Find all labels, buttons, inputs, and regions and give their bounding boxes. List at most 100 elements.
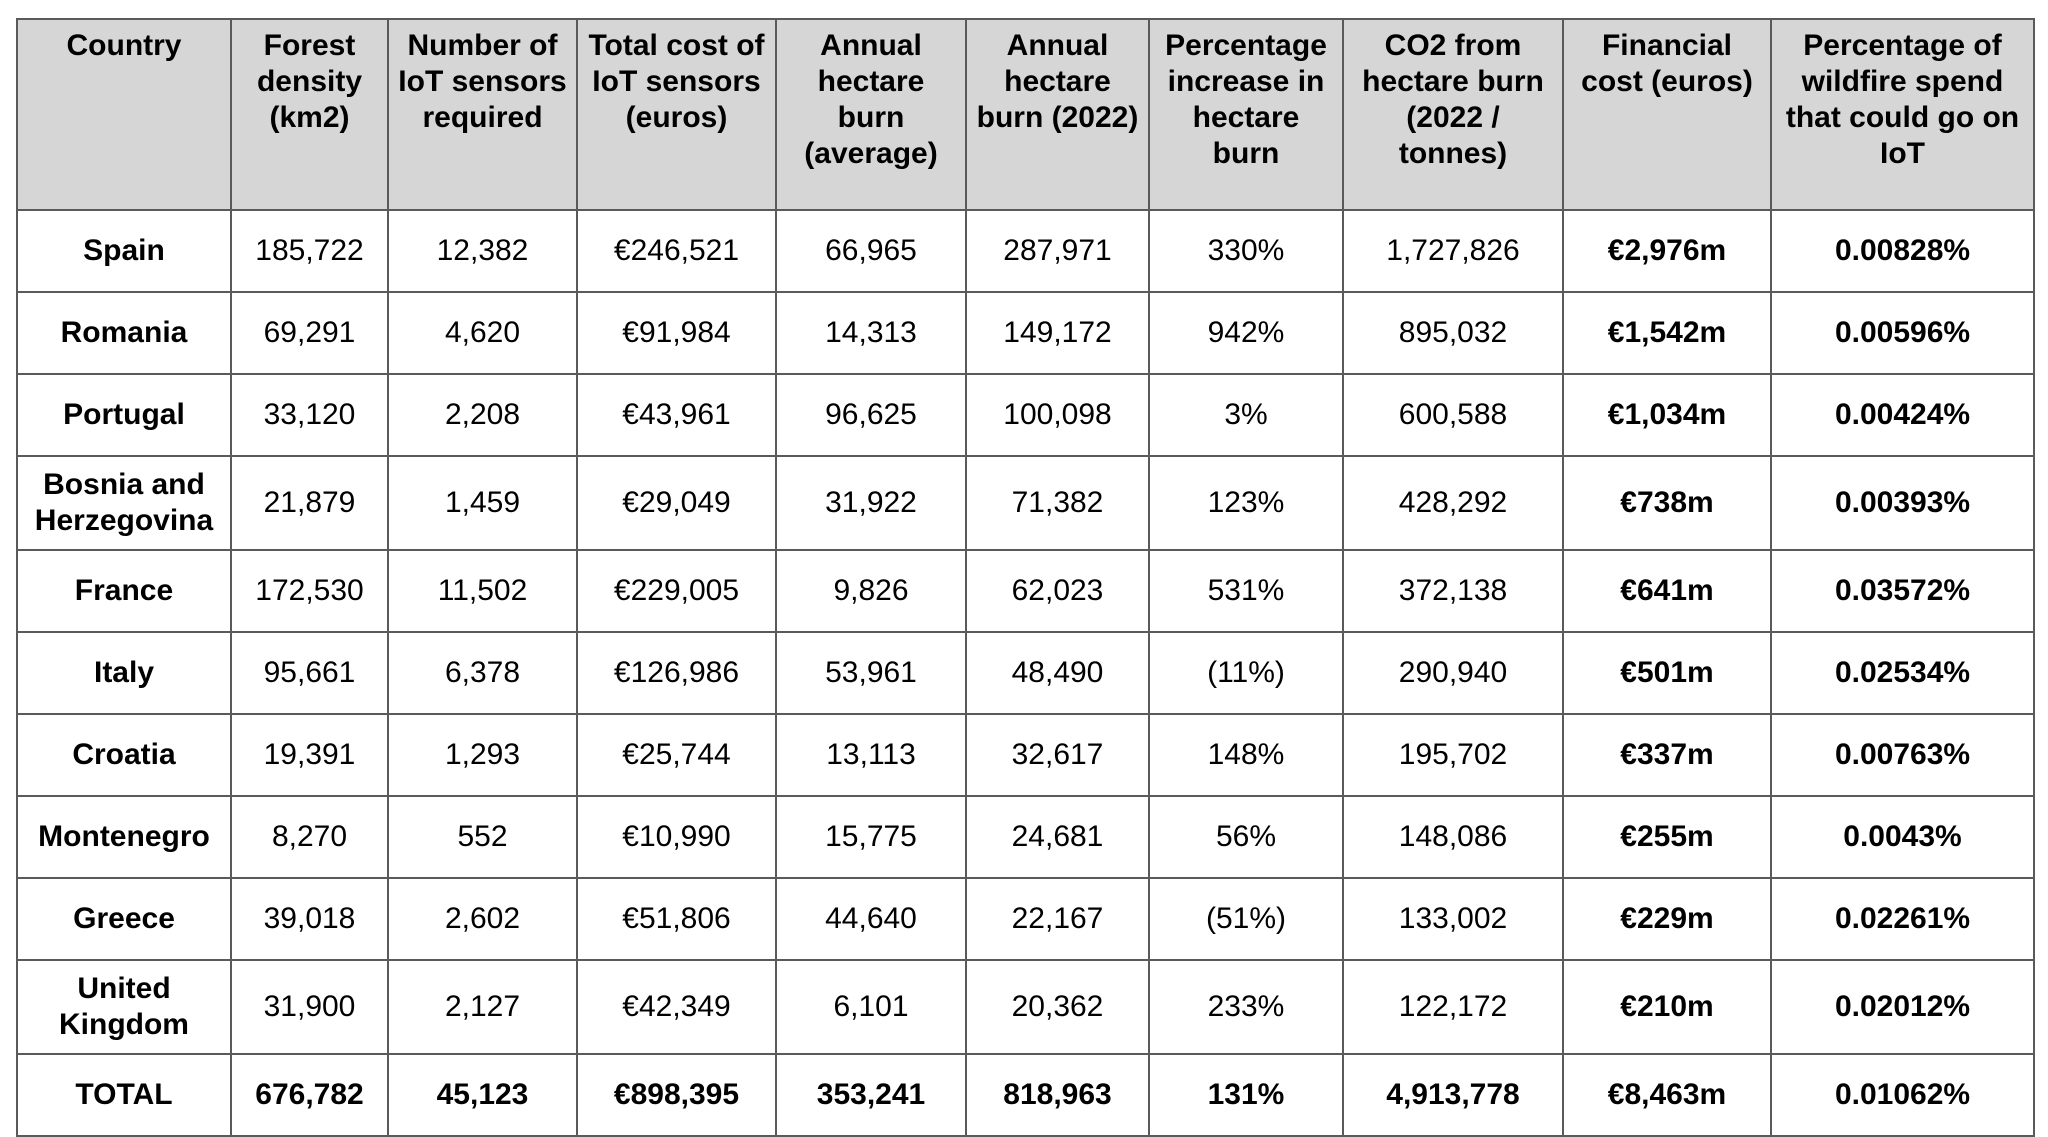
country-cell: Romania: [16, 291, 232, 375]
value-cell: 0.00763%: [1770, 713, 2035, 797]
value-cell: €91,984: [576, 291, 777, 375]
value-cell: 48,490: [965, 631, 1150, 715]
country-cell: Greece: [16, 877, 232, 961]
value-cell: 1,293: [387, 713, 578, 797]
value-cell: 0.02261%: [1770, 877, 2035, 961]
value-cell: 13,113: [775, 713, 967, 797]
table-row: Spain 185,722 12,382 €246,521 66,965 287,971 3…: [16, 209, 2035, 293]
value-cell: 148%: [1148, 713, 1344, 797]
column-header: CO2 from hectare burn (2022 / tonnes): [1342, 18, 1564, 211]
value-cell: 1,459: [387, 455, 578, 551]
value-cell: 287,971: [965, 209, 1150, 293]
country-cell: Portugal: [16, 373, 232, 457]
value-cell: €229,005: [576, 549, 777, 633]
value-cell: 330%: [1148, 209, 1344, 293]
country-cell: Croatia: [16, 713, 232, 797]
value-cell: €29,049: [576, 455, 777, 551]
value-cell: €1,034m: [1562, 373, 1772, 457]
value-cell: 31,900: [230, 959, 389, 1055]
header-row: Country Forest density (km2) Number of IoT…: [16, 18, 2035, 211]
value-cell: 552: [387, 795, 578, 879]
value-cell: €501m: [1562, 631, 1772, 715]
value-cell: 290,940: [1342, 631, 1564, 715]
value-cell: 20,362: [965, 959, 1150, 1055]
value-cell: 11,502: [387, 549, 578, 633]
value-cell: €738m: [1562, 455, 1772, 551]
value-cell: 372,138: [1342, 549, 1564, 633]
value-cell: 2,208: [387, 373, 578, 457]
value-cell: 353,241: [775, 1053, 967, 1137]
value-cell: 32,617: [965, 713, 1150, 797]
value-cell: 2,602: [387, 877, 578, 961]
value-cell: 195,702: [1342, 713, 1564, 797]
table-row: United Kingdom 31,900 2,127 €42,349 6,101 20,…: [16, 959, 2035, 1055]
data-table: Country Forest density (km2) Number of IoT…: [16, 18, 2035, 1137]
value-cell: 185,722: [230, 209, 389, 293]
value-cell: 0.02012%: [1770, 959, 2035, 1055]
value-cell: 12,382: [387, 209, 578, 293]
value-cell: 133,002: [1342, 877, 1564, 961]
value-cell: 22,167: [965, 877, 1150, 961]
value-cell: 44,640: [775, 877, 967, 961]
value-cell: 8,270: [230, 795, 389, 879]
column-header: Total cost of IoT sensors (euros): [576, 18, 777, 211]
value-cell: 14,313: [775, 291, 967, 375]
table-row: Romania 69,291 4,620 €91,984 14,313 149,172 94…: [16, 291, 2035, 375]
column-header: Annual hectare burn (2022): [965, 18, 1150, 211]
value-cell: 33,120: [230, 373, 389, 457]
value-cell: €641m: [1562, 549, 1772, 633]
column-header: Percentage increase in hectare burn: [1148, 18, 1344, 211]
value-cell: 24,681: [965, 795, 1150, 879]
value-cell: 1,727,826: [1342, 209, 1564, 293]
value-cell: 45,123: [387, 1053, 578, 1137]
value-cell: 0.0043%: [1770, 795, 2035, 879]
value-cell: 3%: [1148, 373, 1344, 457]
value-cell: 95,661: [230, 631, 389, 715]
country-cell: United Kingdom: [16, 959, 232, 1055]
total-row: TOTAL 676,782 45,123 €898,395 353,241 818,963…: [16, 1053, 2035, 1137]
country-cell: France: [16, 549, 232, 633]
value-cell: 676,782: [230, 1053, 389, 1137]
country-cell: Montenegro: [16, 795, 232, 879]
value-cell: 19,391: [230, 713, 389, 797]
value-cell: 6,378: [387, 631, 578, 715]
value-cell: €246,521: [576, 209, 777, 293]
value-cell: 21,879: [230, 455, 389, 551]
value-cell: 0.01062%: [1770, 1053, 2035, 1137]
value-cell: 0.02534%: [1770, 631, 2035, 715]
value-cell: 428,292: [1342, 455, 1564, 551]
value-cell: €51,806: [576, 877, 777, 961]
value-cell: €229m: [1562, 877, 1772, 961]
value-cell: 895,032: [1342, 291, 1564, 375]
table-row: France 172,530 11,502 €229,005 9,826 62,023 53…: [16, 549, 2035, 633]
value-cell: 6,101: [775, 959, 967, 1055]
value-cell: 4,620: [387, 291, 578, 375]
column-header: Number of IoT sensors required: [387, 18, 578, 211]
value-cell: 62,023: [965, 549, 1150, 633]
value-cell: 56%: [1148, 795, 1344, 879]
table-body: Spain 185,722 12,382 €246,521 66,965 287,971 3…: [16, 209, 2035, 1137]
table-row: Montenegro 8,270 552 €10,990 15,775 24,681 56%…: [16, 795, 2035, 879]
value-cell: €126,986: [576, 631, 777, 715]
value-cell: 0.00393%: [1770, 455, 2035, 551]
value-cell: 31,922: [775, 455, 967, 551]
value-cell: 600,588: [1342, 373, 1564, 457]
value-cell: 172,530: [230, 549, 389, 633]
country-cell: Italy: [16, 631, 232, 715]
value-cell: 69,291: [230, 291, 389, 375]
value-cell: 818,963: [965, 1053, 1150, 1137]
value-cell: 9,826: [775, 549, 967, 633]
country-cell: Bosnia and Herzegovina: [16, 455, 232, 551]
column-header: Annual hectare burn (average): [775, 18, 967, 211]
value-cell: 531%: [1148, 549, 1344, 633]
value-cell: €25,744: [576, 713, 777, 797]
value-cell: 100,098: [965, 373, 1150, 457]
value-cell: 15,775: [775, 795, 967, 879]
table-row: Croatia 19,391 1,293 €25,744 13,113 32,617 148…: [16, 713, 2035, 797]
value-cell: (51%): [1148, 877, 1344, 961]
value-cell: €2,976m: [1562, 209, 1772, 293]
value-cell: 942%: [1148, 291, 1344, 375]
table-row: Bosnia and Herzegovina 21,879 1,459 €29,049…: [16, 455, 2035, 551]
value-cell: 53,961: [775, 631, 967, 715]
